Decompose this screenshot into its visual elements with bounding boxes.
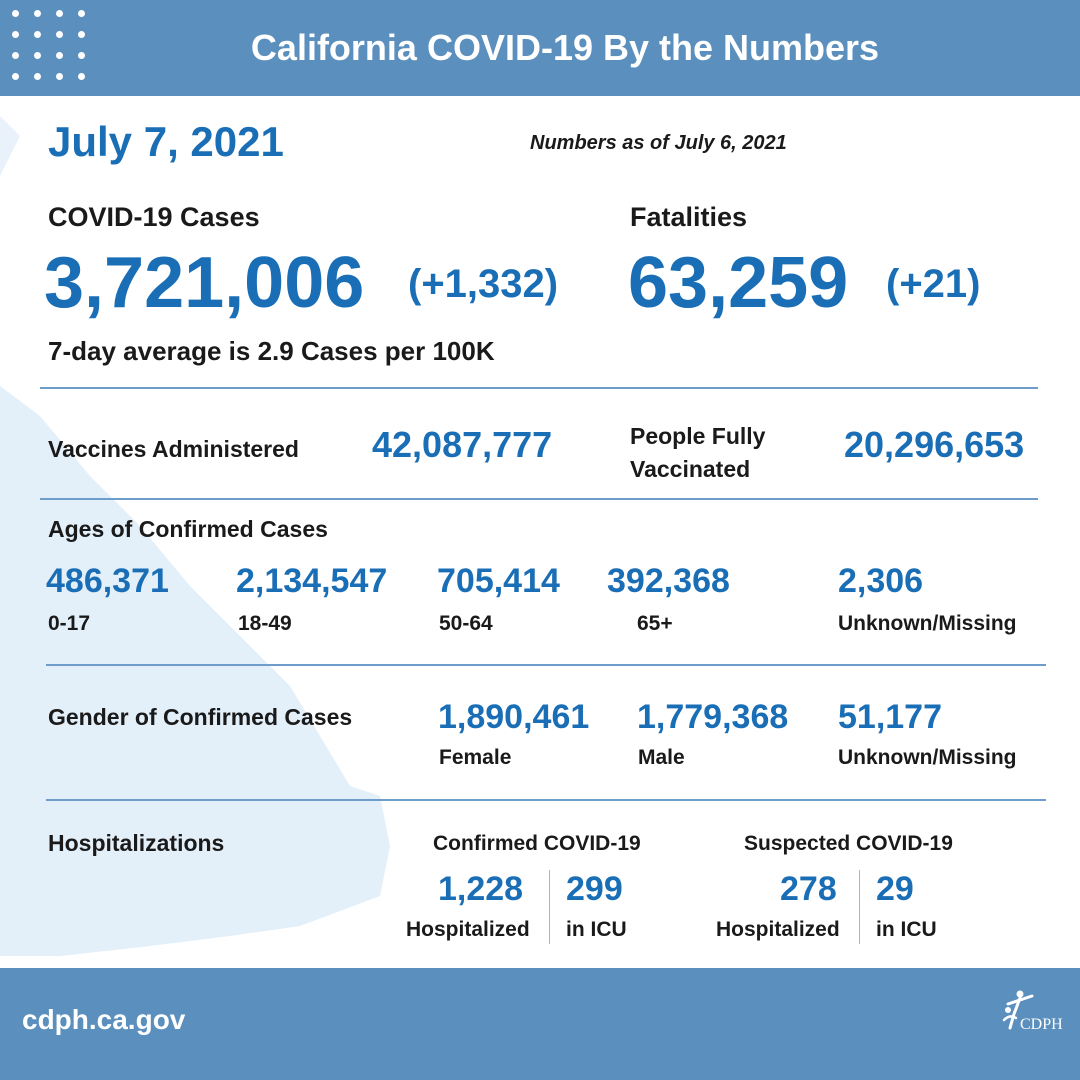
fully-vaccinated-label: People Fully Vaccinated <box>630 423 766 482</box>
gender-value: 1,779,368 <box>637 698 789 736</box>
cases-average: 7-day average is 2.9 Cases per 100K <box>48 336 495 366</box>
column-divider <box>859 870 860 944</box>
confirmed-icu-value: 299 <box>566 870 623 908</box>
suspected-covid-title: Suspected COVID-19 <box>744 832 953 855</box>
divider <box>40 498 1038 500</box>
fatalities-total: 63,259 <box>628 243 849 323</box>
age-value: 392,368 <box>607 562 730 600</box>
suspected-icu-value: 29 <box>876 870 914 908</box>
column-divider <box>549 870 550 944</box>
suspected-icu-label: in ICU <box>876 918 937 941</box>
header-banner: California COVID-19 By the Numbers <box>0 0 1080 96</box>
people-figures-icon <box>1002 990 1034 1030</box>
confirmed-hospitalized-label: Hospitalized <box>406 918 530 941</box>
suspected-hospitalized-value: 278 <box>780 870 837 908</box>
gender-value: 1,890,461 <box>438 698 590 736</box>
fatalities-label: Fatalities <box>630 202 748 232</box>
divider <box>46 664 1046 666</box>
age-label: 65+ <box>637 612 673 635</box>
fully-vaccinated-value: 20,296,653 <box>844 424 1025 465</box>
gender-label-item: Female <box>439 746 512 769</box>
logo-text: CDPH <box>1020 1016 1063 1033</box>
gender-label: Gender of Confirmed Cases <box>48 704 353 730</box>
gender-value: 51,177 <box>838 698 942 736</box>
vaccines-label: Vaccines Administered <box>48 436 299 462</box>
hospitalizations-label: Hospitalizations <box>48 830 225 856</box>
vaccines-value: 42,087,777 <box>372 424 553 465</box>
cases-label: COVID-19 Cases <box>48 202 260 232</box>
gender-label-item: Male <box>638 746 685 769</box>
as-of-note: Numbers as of July 6, 2021 <box>530 132 787 154</box>
california-map-silhouette <box>0 116 390 956</box>
footer-banner: cdph.ca.gov CDPH <box>0 968 1080 1080</box>
ages-label: Ages of Confirmed Cases <box>48 516 328 542</box>
age-label: 0-17 <box>48 612 91 635</box>
suspected-hospitalized-label: Hospitalized <box>716 918 840 941</box>
gender-label-item: Unknown/Missing <box>838 746 1017 769</box>
divider <box>46 799 1046 801</box>
cdph-logo: CDPH <box>1000 988 1064 1048</box>
age-value: 705,414 <box>437 562 560 600</box>
age-value: 2,134,547 <box>236 562 388 600</box>
age-label: 50-64 <box>439 612 493 635</box>
cases-total: 3,721,006 <box>44 243 365 323</box>
age-label: Unknown/Missing <box>838 612 1017 635</box>
cases-change: (+1,332) <box>408 262 559 306</box>
page-title: California COVID-19 By the Numbers <box>250 27 880 68</box>
website-link[interactable]: cdph.ca.gov <box>22 1004 186 1035</box>
divider <box>40 387 1038 389</box>
age-value: 486,371 <box>46 562 169 600</box>
confirmed-covid-title: Confirmed COVID-19 <box>433 832 641 855</box>
dots-decoration <box>12 10 86 82</box>
confirmed-hospitalized-value: 1,228 <box>438 870 524 908</box>
fatalities-change: (+21) <box>886 262 981 306</box>
age-value: 2,306 <box>838 562 924 600</box>
report-date: July 7, 2021 <box>48 118 284 165</box>
confirmed-icu-label: in ICU <box>566 918 627 941</box>
age-label: 18-49 <box>238 612 292 635</box>
